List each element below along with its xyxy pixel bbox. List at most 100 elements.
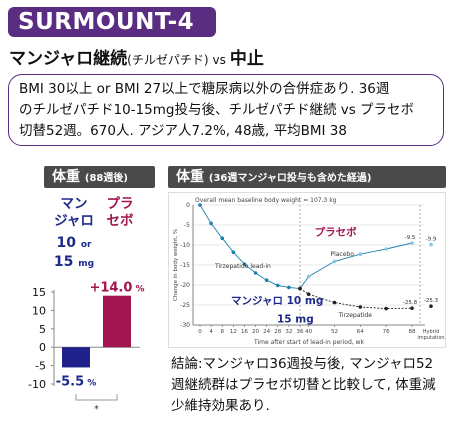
hybrid-placebo-point (429, 242, 433, 247)
right-label-main: 体重 (176, 169, 204, 185)
hybrid-tirz-label: -25.3 (424, 298, 439, 304)
dose-10: 10 (56, 235, 76, 251)
line-x-tick-label: 8 (220, 329, 224, 335)
placebo-value-label: +14.0 % (89, 281, 144, 296)
line-y-tick-label: -30 (180, 322, 190, 329)
end-tirz-label: -25.8 (403, 300, 418, 306)
hybrid-tirz-point (429, 304, 433, 308)
bar-y-tick-label: 10 (32, 304, 46, 317)
line-y-tick-label: -10 (180, 242, 190, 249)
bar-y-tick-label: 15 (32, 286, 46, 299)
data-point (242, 262, 247, 266)
manjaro-dose-line1: 10 or (52, 235, 96, 254)
comparison-subtitle: マンジャロ継続(チルゼパチド) vs 中止 (9, 44, 264, 69)
subtitle-main: マンジャロ継続 (9, 49, 128, 69)
data-point (358, 252, 363, 256)
study-info-box: BMI 30以上 or BMI 27以上で糖尿病以外の合併症あり. 36週 のチ… (8, 74, 444, 146)
line-y-tick-label: -5 (184, 222, 190, 229)
line-x-tick-label: 4 (209, 329, 213, 335)
manjaro-value-label: -5.5 % (56, 374, 97, 389)
tirz-series-label: Tirzepatide (337, 312, 372, 319)
series-line-1 (299, 242, 413, 289)
line-x-tick-label: 20 (252, 329, 259, 335)
conclusion-text: 結論:マンジャロ36週投与後, マンジャロ52 週継続群はプラセボ切替と比較して… (171, 354, 449, 417)
line-x-tick-label: 52 (331, 329, 338, 335)
placebo-pct: % (132, 285, 144, 295)
manjaro-pct: % (84, 378, 96, 388)
conclusion-line-2: 週継続群はプラセボ切替と比較して, 体重減 (171, 377, 436, 393)
hybrid-label-2: imputation (417, 335, 444, 341)
data-point (287, 285, 291, 290)
placebo-bar (103, 295, 131, 348)
hybrid-placebo-label: -9.9 (426, 237, 437, 243)
line-y-tick-label: 0 (186, 202, 190, 209)
data-point (298, 286, 302, 291)
right-panel-label: 体重 (36週マンジャロ投与も含めた経過) (168, 166, 446, 188)
line-y-tick-label: -25 (180, 302, 190, 309)
line-x-tick-label: 28 (274, 329, 281, 335)
placebo-bar-header: プラ セボ (102, 196, 138, 230)
data-point (253, 271, 258, 275)
manjaro-header-line1: マン (60, 196, 88, 212)
data-point (264, 278, 269, 282)
data-point (332, 300, 337, 305)
manjaro-overlay-label-1: マンジャロ 10 mg (231, 295, 323, 307)
line-x-axis-title: Time after start of lead-in period, wk (253, 339, 364, 346)
line-x-tick-label: 40 (305, 329, 312, 335)
info-line-3: 切替52週。670人. アジア人7.2%, 48歳, 平均BMI 38 (19, 123, 347, 139)
end-placebo-label: -9.5 (405, 235, 416, 241)
data-point (410, 241, 414, 245)
manjaro-bar-header: マン ジャロ 10 or 15 mg (52, 196, 96, 273)
line-x-tick-label: 16 (241, 329, 248, 335)
data-point (358, 305, 363, 309)
bar-y-tick-label: -5 (35, 360, 46, 373)
line-x-tick-label: 88 (409, 329, 416, 335)
info-line-2: のチルゼパチド10-15mg投与後、チルゼパチド継続 vs プラセボ (19, 102, 415, 118)
data-point (306, 274, 311, 279)
dose-unit: mg (78, 259, 95, 269)
manjaro-dose-line2: 15 mg (52, 254, 96, 273)
line-y-tick-label: -15 (180, 262, 190, 269)
series-line-0 (199, 204, 301, 290)
data-point (209, 221, 213, 226)
dose-15: 15 (53, 254, 74, 270)
line-chart-panel: Overall mean baseline body weight = 107.… (168, 192, 446, 348)
study-title: SURMOUNT-4 (8, 7, 216, 37)
significance-bracket (75, 394, 118, 401)
conclusion-line-1: 結論:マンジャロ36週投与後, マンジャロ52 (171, 356, 434, 372)
weight-change-bar-chart: 15 10 5 0 -5 -10 -5.5 % +14.0 % * (28, 281, 145, 415)
line-y-tick-label: -20 (180, 282, 190, 289)
placebo-header-line1: プラ (106, 196, 134, 212)
left-panel-label: 体重 (88週後) (44, 166, 155, 188)
line-x-tick-label: 0 (198, 329, 202, 335)
data-point (306, 292, 311, 296)
subtitle-drug-name: (チルゼパチド) (127, 53, 209, 67)
data-point (410, 306, 414, 310)
bar-y-tick-label: 0 (39, 341, 46, 354)
hybrid-label-1: Hybrid (423, 329, 440, 335)
placebo-series-label: Placebo (330, 251, 354, 258)
right-label-small: (36週マンジャロ投与も含めた経過) (208, 173, 372, 184)
bar-y-tick-label: -10 (28, 378, 46, 391)
line-x-tick-label: 64 (357, 329, 364, 335)
line-y-axis-title: Change in body weight, % (173, 229, 179, 301)
data-point (275, 283, 280, 288)
manjaro-header-line2: ジャロ (54, 213, 94, 229)
significance-marker: * (94, 404, 99, 415)
conclusion-line-3: 少維持効果あり. (171, 398, 270, 414)
placebo-overlay-label: プラセボ (315, 225, 357, 238)
data-point (231, 250, 236, 254)
manjaro-overlay-label-2: 15 mg (277, 314, 314, 326)
data-point (384, 247, 388, 251)
dose-or: or (80, 240, 92, 250)
data-point (384, 306, 388, 311)
subtitle-stop: 中止 (229, 49, 264, 69)
left-label-small: (88週後) (84, 173, 128, 184)
weight-trajectory-line-chart: Overall mean baseline body weight = 107.… (173, 197, 445, 346)
data-point (332, 259, 337, 264)
data-point (198, 203, 202, 207)
manjaro-bar (62, 347, 90, 368)
bar-y-tick-label: 5 (39, 323, 46, 336)
info-line-1: BMI 30以上 or BMI 27以上で糖尿病以外の合併症あり. 36週 (19, 81, 390, 97)
line-x-tick-label: 32 (285, 329, 292, 335)
